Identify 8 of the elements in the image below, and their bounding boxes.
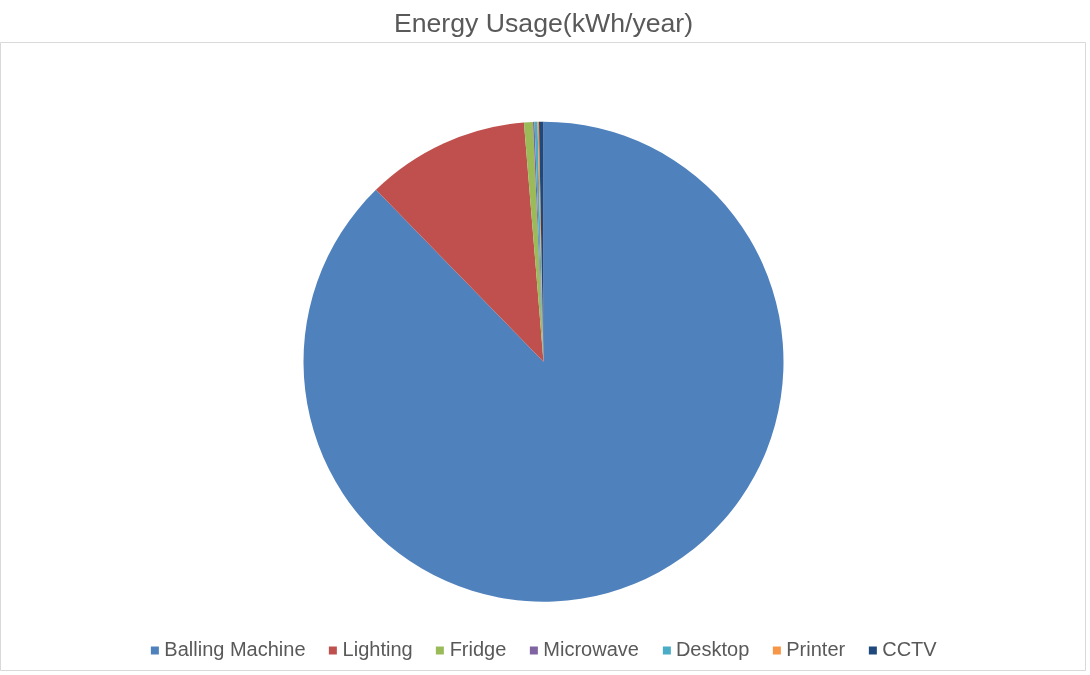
legend-label: CCTV [882, 638, 937, 661]
chart-title: Energy Usage(kWh/year) [393, 7, 694, 38]
legend-label: Printer [786, 638, 846, 661]
legend-label: Lighting [342, 638, 413, 661]
legend-label: Balling Machine [164, 638, 306, 661]
legend-label: Microwave [543, 638, 639, 661]
legend-label: Desktop [675, 638, 750, 661]
legend-label: Fridge [449, 638, 507, 661]
